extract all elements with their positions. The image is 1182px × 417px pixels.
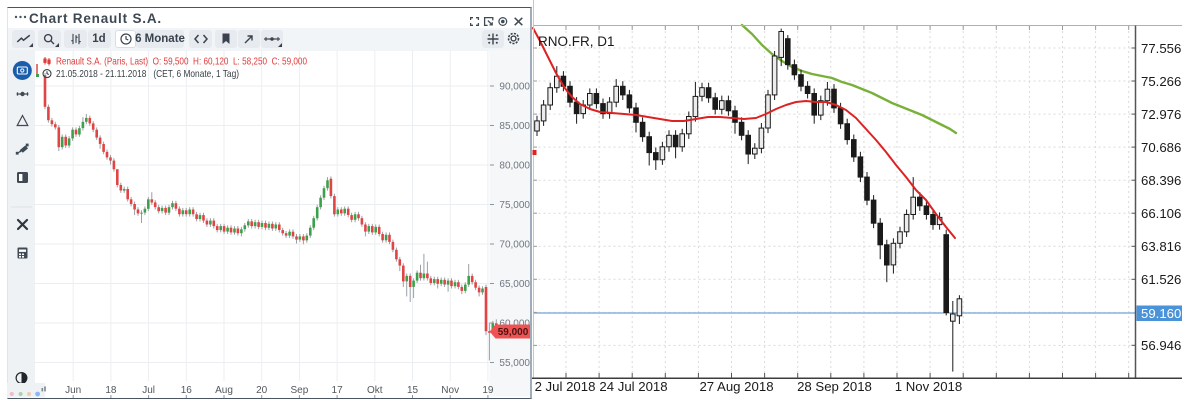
svg-text:90,000: 90,000: [499, 82, 530, 93]
svg-text:Sep: Sep: [291, 385, 309, 396]
svg-text:59,000: 59,000: [498, 327, 529, 338]
svg-text:80,000: 80,000: [499, 161, 530, 172]
svg-text:2 Jul 2018: 2 Jul 2018: [535, 379, 596, 394]
svg-text:63.816: 63.816: [1141, 239, 1181, 254]
svg-text:21.05.2018 - 21.11.2018 (CET: 21.05.2018 - 21.11.2018 (CET, 6 Monate, …: [56, 68, 239, 80]
svg-text:68.396: 68.396: [1141, 173, 1181, 188]
svg-text:16: 16: [181, 385, 193, 396]
svg-text:Nov: Nov: [441, 385, 459, 396]
svg-text:19: 19: [482, 385, 494, 396]
svg-text:66.106: 66.106: [1141, 206, 1181, 221]
svg-text:Jul: Jul: [142, 385, 155, 396]
svg-text:17: 17: [332, 385, 344, 396]
svg-text:15: 15: [407, 385, 419, 396]
svg-text:61.526: 61.526: [1141, 272, 1181, 287]
svg-text:56.946: 56.946: [1141, 338, 1181, 353]
svg-text:Jun: Jun: [65, 385, 81, 396]
svg-text:55,000: 55,000: [499, 358, 530, 369]
svg-text:75,000: 75,000: [499, 200, 530, 211]
svg-text:72.976: 72.976: [1141, 107, 1181, 122]
svg-text:1 Nov 2018: 1 Nov 2018: [895, 379, 962, 394]
svg-text:65,000: 65,000: [499, 279, 530, 290]
svg-text:85,000: 85,000: [499, 121, 530, 132]
svg-text:18: 18: [105, 385, 117, 396]
svg-text:Aug: Aug: [215, 385, 233, 396]
svg-text:28 Sep 2018: 28 Sep 2018: [797, 379, 872, 394]
svg-text:Renault S.A. (Paris, Last) O:: Renault S.A. (Paris, Last) O: 59,500 H: …: [56, 56, 307, 67]
svg-text:59.160: 59.160: [1141, 306, 1181, 321]
svg-text:20: 20: [256, 385, 268, 396]
svg-text:Okt: Okt: [367, 385, 383, 396]
svg-text:27 Aug 2018: 27 Aug 2018: [699, 379, 773, 394]
svg-text:70.686: 70.686: [1141, 140, 1181, 155]
svg-text:70,000: 70,000: [499, 240, 530, 251]
svg-text:24 Jul 2018: 24 Jul 2018: [599, 379, 667, 394]
svg-text:RNO.FR, D1: RNO.FR, D1: [538, 34, 615, 49]
svg-text:75.266: 75.266: [1141, 74, 1181, 89]
svg-text:60,000: 60,000: [499, 319, 530, 330]
svg-text:77.556: 77.556: [1141, 41, 1181, 56]
